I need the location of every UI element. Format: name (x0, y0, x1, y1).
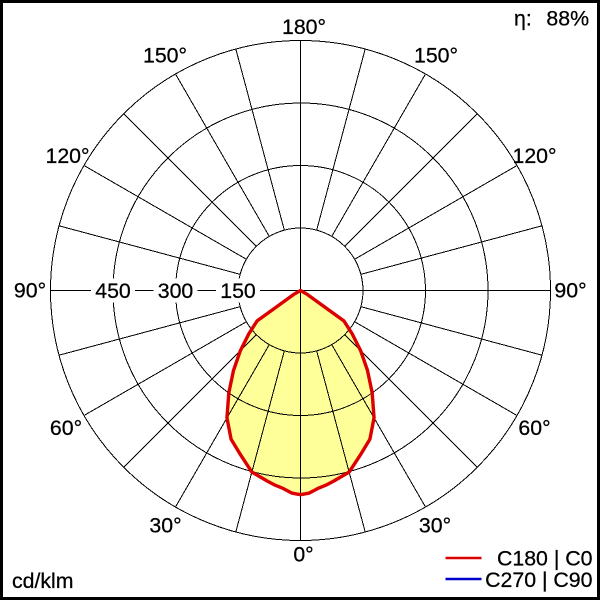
svg-text:150: 150 (220, 279, 256, 303)
svg-text:150°: 150° (143, 44, 187, 68)
svg-text:η:: η: (514, 7, 532, 31)
svg-text:C270 | C90: C270 | C90 (485, 568, 593, 592)
svg-text:60°: 60° (518, 416, 550, 440)
svg-text:90°: 90° (554, 279, 586, 303)
svg-text:90°: 90° (14, 279, 46, 303)
svg-text:0°: 0° (293, 543, 313, 567)
svg-text:450: 450 (95, 279, 131, 303)
svg-text:120°: 120° (45, 144, 89, 168)
svg-text:C180 | C0: C180 | C0 (497, 547, 593, 571)
svg-text:120°: 120° (512, 144, 556, 168)
svg-text:30°: 30° (149, 514, 181, 538)
svg-text:cd/klm: cd/klm (12, 569, 74, 593)
svg-text:300: 300 (158, 279, 194, 303)
svg-text:180°: 180° (282, 15, 326, 39)
svg-text:150°: 150° (414, 44, 458, 68)
svg-text:88%: 88% (546, 7, 589, 31)
svg-text:30°: 30° (419, 514, 451, 538)
svg-text:60°: 60° (50, 416, 82, 440)
